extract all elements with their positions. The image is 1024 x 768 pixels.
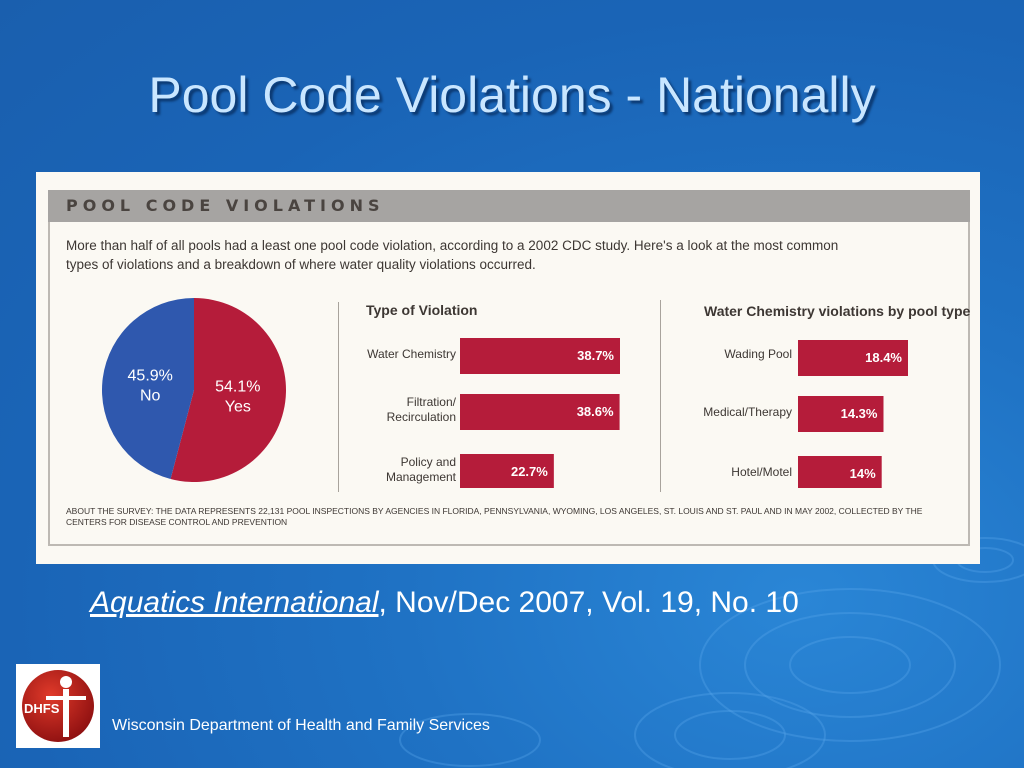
dhfs-logo-emblem: DHFS [22,670,94,742]
figure-left-rule [48,222,50,544]
pie-label-yes: Yes [225,399,251,416]
pie-slice-yes [170,298,286,482]
slide-title: Pool Code Violations - Nationally [148,67,876,123]
figure-bottom-rule [48,544,970,546]
pie-bar-divider [338,302,339,492]
survey-note: ABOUT THE SURVEY: THE DATA REPRESENTS 22… [66,506,923,527]
type-of-violation-bar-chart: 38.7% 38.6% 22.7% [460,338,620,488]
water-chemistry-by-pool-type-title: Water Chemistry violations by pool type [704,303,971,319]
type-of-violation-bar-2 [460,454,554,488]
type-of-violation-bar-value-0: 38.7% [577,348,614,363]
bar-bar-divider [660,300,661,492]
pie-label-no: No [140,387,161,404]
pie-value-no: 45.9% [128,367,173,384]
type-of-violation-bar-1 [460,394,620,430]
bar-label-water-chemistry: Water Chemistry [367,347,456,361]
violation-pie-chart: 54.1% Yes 45.9% No [101,298,286,482]
water-chemistry-bar-chart: 18.4% 14.3% 14% [798,340,908,488]
bar-label-filtration: Filtration/ Recirculation [386,395,456,424]
figure-header-bar: POOL CODE VIOLATIONS [48,190,970,222]
bar-label-medical-therapy: Medical/Therapy [703,405,792,419]
citation-journal: Aquatics International [90,586,379,619]
bar-label-hotel-motel: Hotel/Motel [731,465,792,479]
water-chemistry-bar-value-2: 14% [850,466,876,481]
water-chemistry-bar-0 [798,340,908,376]
figure-intro-text: More than half of all pools had a least … [66,238,839,272]
source-citation: Aquatics International, Nov/Dec 2007, Vo… [90,586,799,620]
pie-slice-no [101,298,194,479]
svg-text:DHFS: DHFS [24,701,60,716]
bar-label-policy-management: Policy and Management [385,455,456,484]
type-of-violation-bar-value-2: 22.7% [511,464,548,479]
dhfs-logo: DHFS [16,664,100,748]
type-of-violation-title: Type of Violation [366,302,478,318]
water-chemistry-bar-1 [798,396,884,432]
figure-right-rule [968,222,970,544]
pool-code-violations-figure: POOL CODE VIOLATIONS More than half of a… [36,172,980,564]
citation-details: , Nov/Dec 2007, Vol. 19, No. 10 [378,586,799,619]
figure-heading: POOL CODE VIOLATIONS [66,196,385,215]
type-of-violation-bar-0 [460,338,620,374]
pie-value-yes: 54.1% [215,379,260,396]
water-chemistry-bar-value-1: 14.3% [841,406,878,421]
water-chemistry-bar-2 [798,456,882,488]
water-chemistry-bar-value-0: 18.4% [865,350,902,365]
bar-label-wading-pool: Wading Pool [724,347,792,361]
footer-organization: Wisconsin Department of Health and Famil… [112,717,490,734]
type-of-violation-bar-value-1: 38.6% [577,404,614,419]
